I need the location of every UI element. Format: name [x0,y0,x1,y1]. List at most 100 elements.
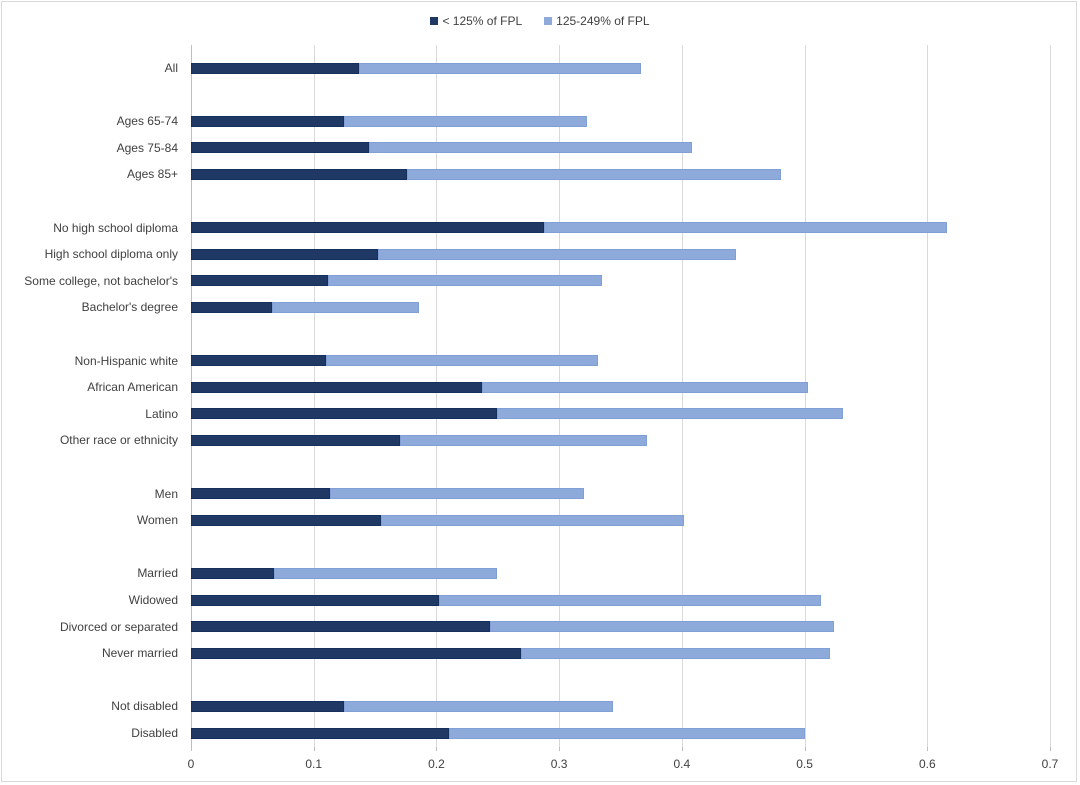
category-label: Non-Hispanic white [74,353,178,368]
category-label: Some college, not bachelor's [24,273,178,288]
bar-row [191,62,642,74]
legend-label: 125-249% of FPL [556,14,650,28]
bar-row [191,381,809,393]
bar-segment-125-249 [328,275,603,287]
category-label: No high school diploma [53,220,178,235]
category-label: Men [154,486,178,501]
legend-swatch-light-icon [544,17,553,25]
bar-row [191,567,497,579]
category-label: All [164,61,178,75]
bar-segment-below-125 [191,434,400,446]
tick-mark [927,747,929,751]
bar-row [191,647,831,659]
category-label: Other race or ethnicity [59,433,178,448]
bar-segment-125-249 [406,168,782,180]
bar-segment-below-125 [191,514,382,526]
gridline [927,45,929,747]
category-label: Divorced or separated [59,619,178,634]
gridline [1050,45,1051,747]
category-label: Ages 75-84 [116,140,178,155]
tick-label: 0.4 [673,757,691,771]
bar-segment-below-125 [191,567,275,579]
bar-segment-125-249 [359,62,642,74]
legend-item-below-125: < 125% of FPL [430,14,522,28]
bar-row [191,408,843,420]
category-label: Ages 85+ [126,167,178,182]
gridline [681,45,683,747]
category-label: African American [87,380,178,395]
plot-area [191,45,1051,747]
legend-item-125-249: 125-249% of FPL [544,14,650,28]
bar-segment-below-125 [191,488,330,500]
bar-row [191,621,835,633]
bar-segment-125-249 [368,142,692,154]
bar-segment-below-125 [191,621,491,633]
bar-row [191,434,648,446]
category-label: Women [136,513,178,528]
tick-label: 0.7 [1041,757,1059,771]
bar-segment-below-125 [191,142,369,154]
bar-row [191,727,805,739]
category-axis-line [191,45,192,747]
bar-segment-125-249 [438,594,821,606]
bar-row [191,594,821,606]
bar-row [191,488,584,500]
bar-segment-125-249 [448,727,805,739]
bar-segment-below-125 [191,355,326,367]
bar-segment-below-125 [191,62,360,74]
tick-label: 0.1 [305,757,323,771]
category-label: Widowed [128,593,178,607]
legend-swatch-dark-icon [430,17,439,25]
bar-segment-125-249 [274,567,497,579]
chart-legend: < 125% of FPL 125-249% of FPL [0,14,1080,28]
bar-segment-below-125 [191,115,345,127]
bar-segment-125-249 [521,647,831,659]
category-label: High school diploma only [44,247,178,262]
bar-segment-125-249 [344,115,588,127]
bar-segment-125-249 [344,700,614,712]
bar-segment-125-249 [544,222,947,234]
bar-row [191,248,736,260]
category-label: Bachelor's degree [81,300,178,315]
gridline [559,45,561,747]
bar-row [191,355,599,367]
bar-segment-below-125 [191,248,378,260]
bar-segment-below-125 [191,408,497,420]
gridline [313,45,315,747]
bar-segment-125-249 [496,408,843,420]
category-label: Married [137,566,178,581]
bar-segment-125-249 [377,248,736,260]
tick-label: 0.2 [428,757,445,771]
tick-label: 0.5 [796,757,813,771]
bar-segment-below-125 [191,222,545,234]
bar-segment-below-125 [191,168,407,180]
bar-row [191,168,782,180]
category-label: Latino [145,406,178,421]
bar-segment-below-125 [191,594,439,606]
bar-segment-below-125 [191,301,272,313]
category-label: Not disabled [111,699,178,714]
bar-segment-125-249 [490,621,835,633]
tick-label: 0.3 [550,757,568,771]
bar-segment-125-249 [325,355,599,367]
tick-mark [1050,747,1051,751]
tick-mark [313,747,315,751]
bar-row [191,514,685,526]
bar-segment-125-249 [329,488,584,500]
category-label: Ages 65-74 [116,114,178,129]
tick-mark [681,747,683,751]
tick-mark [191,747,192,751]
gridline [436,45,438,747]
bar-segment-below-125 [191,700,345,712]
gridline [804,45,806,747]
bar-row [191,115,588,127]
bar-segment-125-249 [399,434,648,446]
category-label: Never married [101,646,178,661]
bar-segment-below-125 [191,727,449,739]
tick-mark [559,747,561,751]
bar-segment-125-249 [481,381,809,393]
bar-row [191,301,420,313]
legend-label: < 125% of FPL [442,14,523,28]
bar-row [191,222,947,234]
